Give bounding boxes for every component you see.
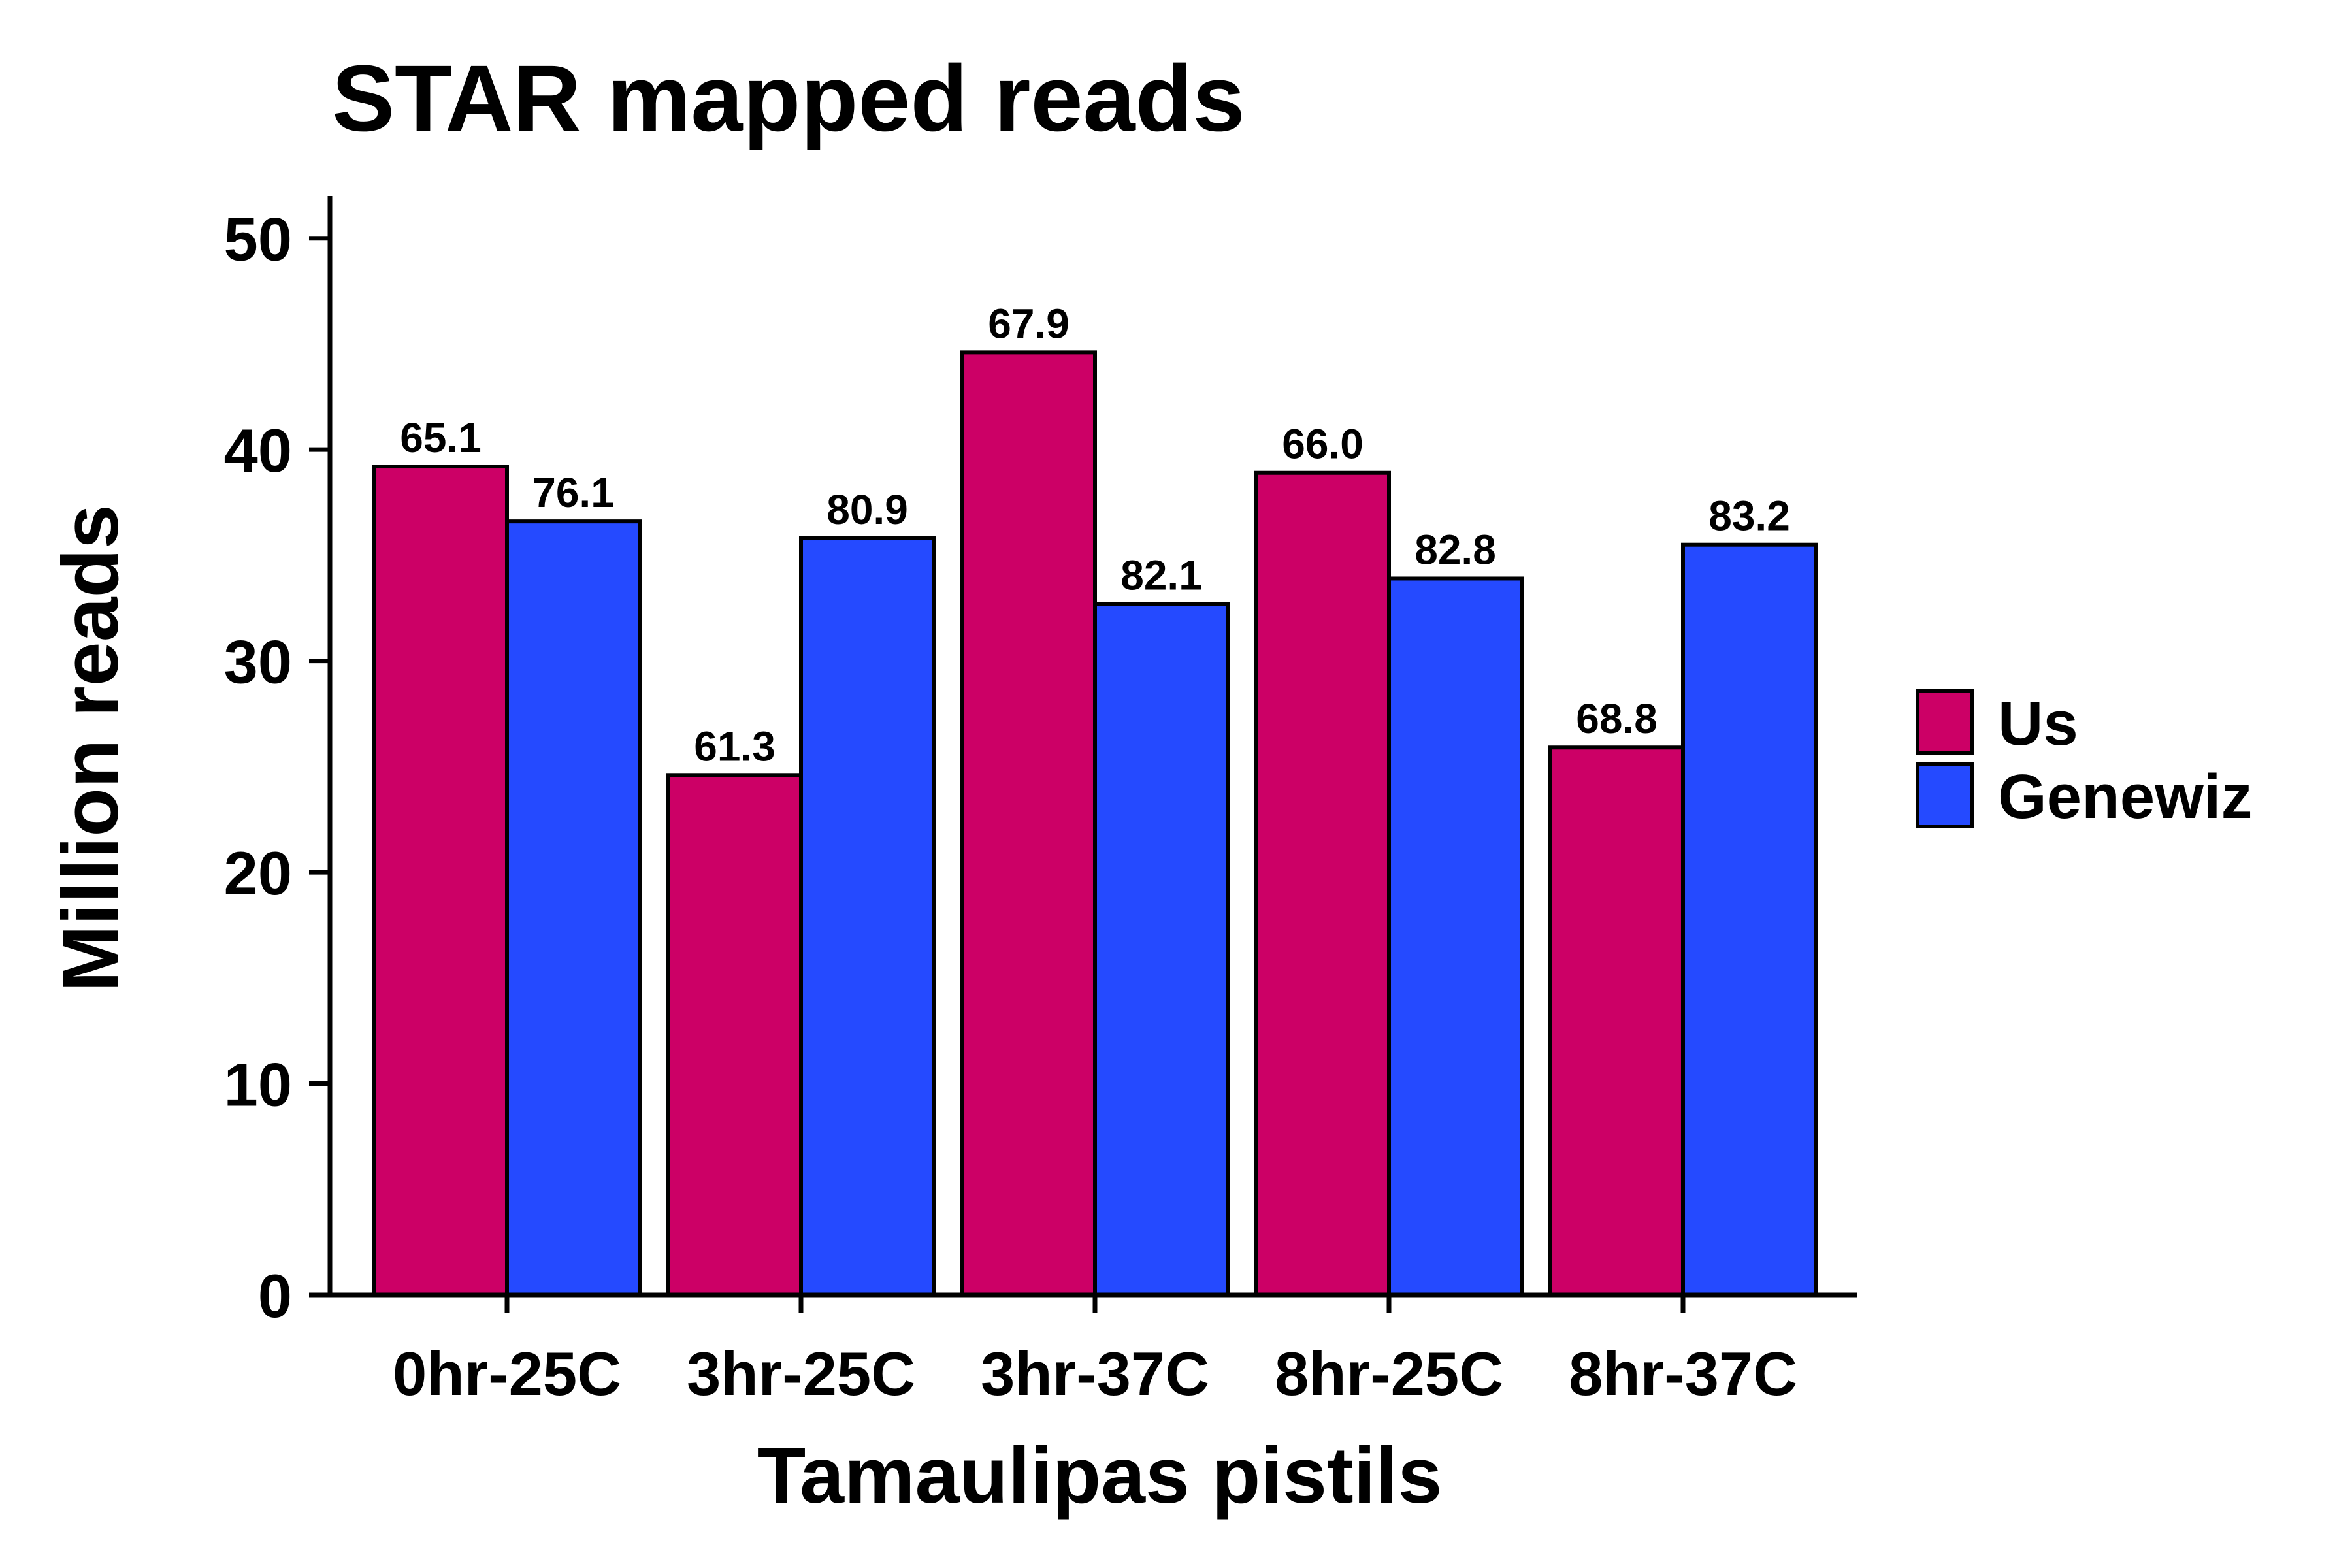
data-label: 82.8 xyxy=(1414,526,1496,573)
x-tick-label: 8hr-37C xyxy=(1569,1339,1797,1408)
bar-genewiz-8hr-37C xyxy=(1681,542,1818,1297)
bar-us-3hr-37C xyxy=(960,350,1097,1297)
y-tick-label: 40 xyxy=(223,416,292,485)
legend-swatch-genewiz xyxy=(1916,762,1974,828)
y-tick-label: 0 xyxy=(258,1262,292,1330)
bar-genewiz-8hr-25C xyxy=(1387,576,1524,1298)
data-label: 80.9 xyxy=(826,486,908,533)
data-label: 61.3 xyxy=(694,723,776,770)
x-tick-label: 8hr-25C xyxy=(1275,1339,1503,1408)
x-tick-label: 0hr-25C xyxy=(393,1339,621,1408)
bars-group xyxy=(372,350,1818,1298)
bar-us-0hr-25C xyxy=(372,465,509,1297)
bar-genewiz-0hr-25C xyxy=(505,519,642,1298)
x-tick-label: 3hr-37C xyxy=(981,1339,1209,1408)
x-ticks-group: 0hr-25C 3hr-25C 3hr-37C 8hr-25C 8hr-37C xyxy=(393,1295,1797,1408)
bar-us-3hr-25C xyxy=(666,773,803,1298)
y-tick-label: 30 xyxy=(223,628,292,696)
data-label: 82.1 xyxy=(1120,551,1202,598)
legend-label-genewiz: Genewiz xyxy=(1998,762,2252,832)
data-label: 67.9 xyxy=(988,300,1070,347)
x-axis-title: Tamaulipas pistils xyxy=(757,1431,1443,1520)
data-label: 65.1 xyxy=(400,414,482,461)
y-tick-label: 50 xyxy=(223,205,292,274)
data-label: 76.1 xyxy=(532,469,614,516)
y-tick-label: 10 xyxy=(223,1051,292,1119)
y-axis-title: Million reads xyxy=(46,504,135,992)
legend-swatch-us xyxy=(1916,689,1974,755)
data-labels-group: 65.1 76.1 61.3 80.9 67.9 82.1 66.0 82.8 68.8 83.2 xyxy=(400,300,1790,770)
data-label: 66.0 xyxy=(1282,421,1364,468)
legend-label-us: Us xyxy=(1998,689,2078,759)
bar-genewiz-3hr-37C xyxy=(1093,602,1230,1297)
bar-us-8hr-37C xyxy=(1548,745,1685,1297)
bar-us-8hr-25C xyxy=(1254,470,1391,1297)
x-tick-label: 3hr-25C xyxy=(687,1339,915,1408)
chart-title: STAR mapped reads xyxy=(332,46,1245,151)
y-tick-label: 20 xyxy=(223,839,292,907)
data-label: 83.2 xyxy=(1708,493,1790,540)
bar-genewiz-3hr-25C xyxy=(799,536,936,1297)
data-label: 68.8 xyxy=(1576,695,1658,742)
y-ticks-group: 0 10 20 30 40 50 xyxy=(223,205,330,1330)
